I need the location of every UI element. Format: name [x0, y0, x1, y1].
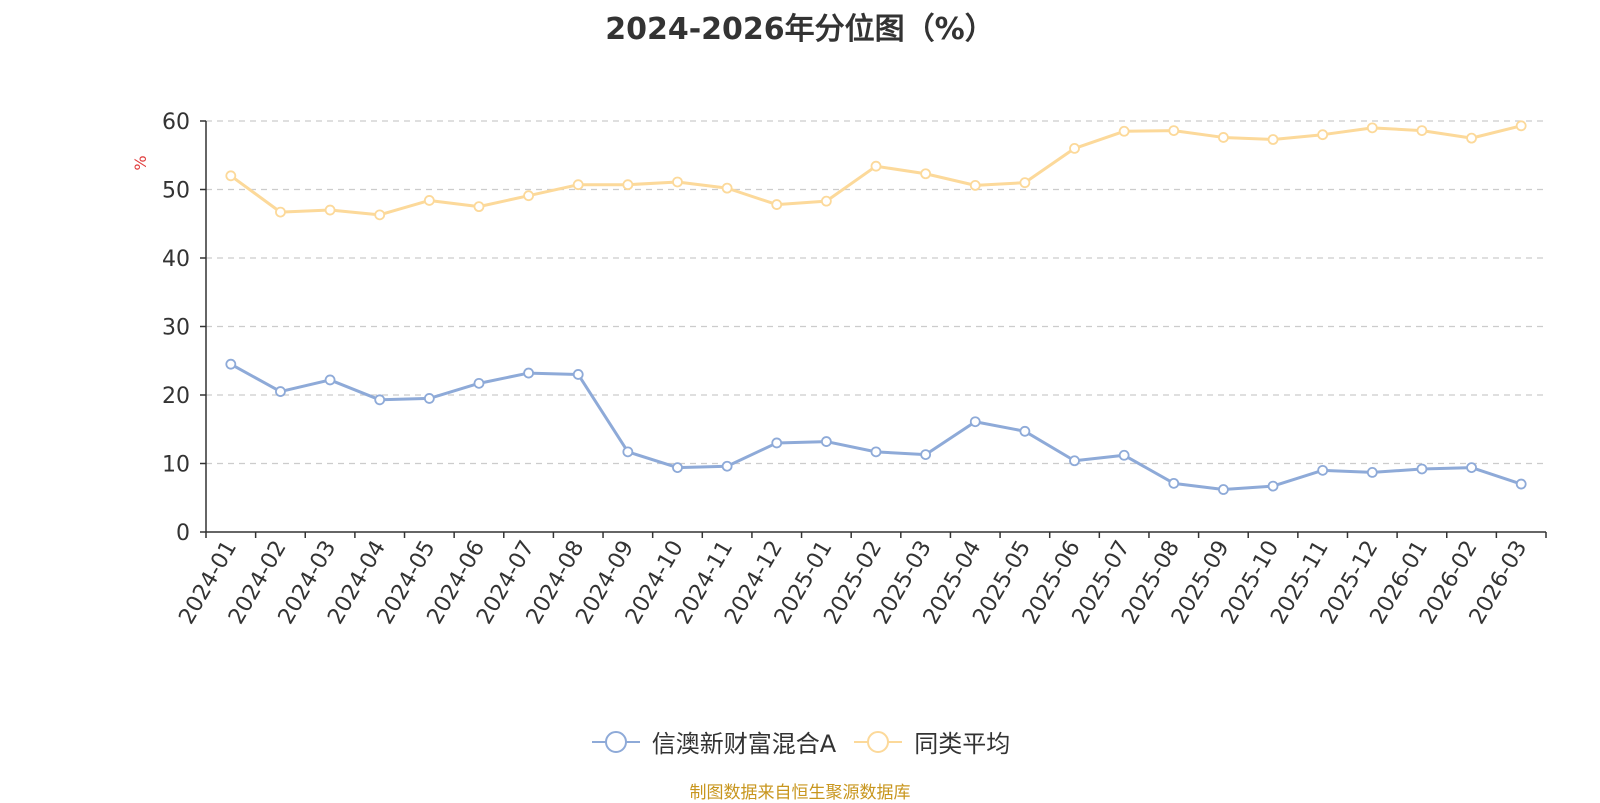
data-point	[1218, 132, 1229, 143]
data-point	[1168, 477, 1180, 489]
data-point	[1366, 467, 1378, 478]
data-point	[1019, 177, 1031, 189]
legend-label-average: 同类平均	[914, 730, 1011, 758]
data-point	[1317, 464, 1329, 476]
axes: 01020304050602024-012024-022024-032024-0…	[162, 110, 1547, 629]
data-point	[771, 437, 783, 449]
data-point	[1466, 462, 1477, 474]
legend: 信澳新财富混合A 同类平均	[0, 724, 1600, 759]
data-point	[672, 462, 683, 474]
data-source-note: 制图数据来自恒生聚源数据库	[689, 783, 911, 803]
legend-item-fund[interactable]: 信澳新财富混合A	[590, 724, 836, 759]
data-point	[721, 460, 733, 472]
data-point	[572, 179, 584, 191]
data-point	[1118, 125, 1130, 137]
data-point	[672, 176, 683, 188]
data-point	[1515, 120, 1527, 132]
y-tick-label: 60	[162, 110, 190, 135]
data-point	[1466, 132, 1477, 144]
data-point	[1019, 425, 1031, 437]
data-point	[423, 393, 435, 404]
data-point	[1218, 484, 1229, 495]
legend-item-average[interactable]: 同类平均	[852, 724, 1010, 759]
legend-line-marker-icon	[854, 730, 903, 753]
data-point	[622, 446, 634, 458]
data-point	[1416, 125, 1428, 136]
data-point	[423, 195, 435, 206]
data-point	[324, 374, 336, 386]
y-axis-label: %	[131, 155, 150, 170]
y-tick-label: 30	[162, 316, 190, 341]
y-tick-label: 0	[176, 521, 190, 546]
data-point	[473, 377, 485, 389]
data-point	[771, 199, 783, 210]
y-tick-label: 20	[162, 384, 190, 409]
data-point	[1069, 142, 1080, 154]
data-point	[1515, 478, 1527, 490]
data-point	[324, 204, 336, 216]
data-point	[225, 170, 237, 182]
data-point	[1366, 122, 1378, 134]
data-point	[622, 179, 634, 191]
data-point	[225, 358, 237, 370]
data-point	[275, 206, 286, 218]
y-tick-label: 10	[162, 453, 190, 478]
data-point	[870, 160, 882, 172]
data-point	[1267, 480, 1279, 492]
chart-title: 2024-2026年分位图（%）	[605, 12, 995, 47]
gridlines	[206, 120, 1546, 465]
data-point	[920, 449, 932, 460]
series-lines	[225, 120, 1527, 495]
y-tick-label: 40	[162, 247, 190, 272]
data-point	[870, 446, 882, 458]
data-point	[820, 195, 832, 207]
data-point	[523, 190, 534, 202]
data-point	[275, 386, 286, 397]
data-point	[1317, 129, 1329, 141]
data-point	[820, 436, 832, 447]
data-point	[1069, 455, 1080, 467]
data-point	[374, 209, 386, 221]
data-point	[473, 201, 485, 213]
data-point	[374, 394, 386, 406]
legend-line-marker-icon	[591, 730, 640, 753]
data-point	[721, 182, 733, 194]
y-tick-label: 50	[162, 179, 190, 204]
data-point	[1416, 463, 1428, 475]
data-point	[1118, 449, 1130, 461]
data-point	[1267, 134, 1279, 145]
data-point	[572, 369, 584, 380]
legend-label-fund: 信澳新财富混合A	[651, 730, 837, 758]
data-point	[920, 168, 932, 180]
data-point	[969, 416, 981, 428]
data-point	[1168, 125, 1180, 136]
data-point	[969, 179, 981, 191]
data-point	[523, 367, 534, 379]
